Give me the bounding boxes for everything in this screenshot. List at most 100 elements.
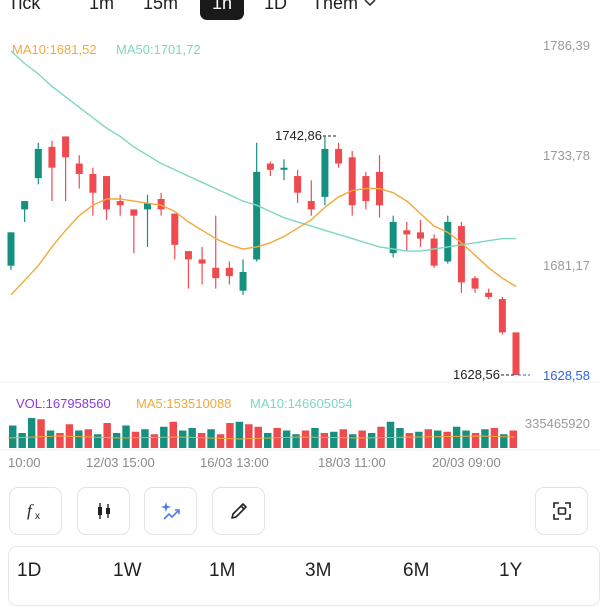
volume-bar [509,430,517,448]
price-tick-mid: 1733,78 [543,148,590,163]
volume-bar [188,428,196,448]
volume-bar [490,428,499,448]
chevron-down-icon [364,0,376,7]
range-6m[interactable]: 6M [403,560,430,581]
candle-body [321,148,329,197]
range-1d[interactable]: 1D [17,560,42,581]
volume-bar [27,418,36,448]
low-price-label: 1628,56 [453,367,500,382]
time-tick-4: 18/03 11:00 [318,455,386,470]
ma50-line [10,50,516,252]
candle-body [512,332,520,375]
svg-text:x: x [35,511,40,522]
volume-bar [197,433,206,448]
volume-bar [94,434,102,448]
candle-body [89,173,97,193]
price-tick-low: 1681,17 [543,258,590,273]
volume-bar [103,423,111,448]
candle-body [103,176,111,210]
tab-tick[interactable]: Tick [8,0,41,13]
candle-body [307,201,315,210]
candle-body [485,292,493,297]
volume-bar [9,425,17,448]
volume-bar [452,426,461,448]
price-tick-top: 1786,39 [543,38,590,53]
volume-bar [443,431,451,448]
range-1y[interactable]: 1Y [499,560,523,581]
candlestick-series [7,136,520,375]
time-tick-1: 10:00 [8,455,41,470]
fullscreen-button[interactable] [535,487,588,535]
more-timeframes-dropdown[interactable]: Thêm [312,0,376,20]
volume-bar [500,434,508,448]
candle-body [7,232,15,266]
high-price-label: 1742,86 [275,128,322,143]
candle-body [389,221,397,254]
volume-bar-series [9,418,517,448]
volume-ma-line [7,435,516,440]
svg-text:f: f [27,501,34,520]
volume-bar [254,426,262,448]
range-1w[interactable]: 1W [113,560,142,581]
indicator-button[interactable]: f x [9,487,62,535]
tab-1m[interactable]: 1m [89,0,115,13]
volume-bar [471,433,480,448]
candle-body [457,226,465,283]
current-price-tag: 1628,58 [543,368,590,383]
volume-bar [301,430,310,448]
volume-bar [481,429,489,448]
range-3m[interactable]: 3M [305,560,332,581]
volume-bar [339,429,347,448]
time-tick-2: 12/03 15:00 [86,455,155,470]
volume-bar [330,431,338,448]
volume-bar [415,431,423,448]
candle-body [130,209,138,216]
candle-body [498,299,506,333]
volume-bar [367,433,376,448]
volume-bar [207,429,215,448]
volume-bar [84,429,92,448]
tab-1h[interactable]: 1h [200,0,244,20]
candle-body [280,167,288,170]
candle-body [239,271,247,291]
candle-body [416,232,424,239]
candle-body [335,148,343,164]
candle-body [184,251,192,260]
volume-ma10-label: MA10:146605054 [250,396,353,411]
range-1m[interactable]: 1M [209,560,236,581]
volume-bar [235,421,244,448]
volume-bar [216,434,225,448]
volume-bar [141,429,149,448]
ma50-indicator-label: MA50:1701,72 [116,42,201,57]
price-chart[interactable]: MA10:1681,52 MA50:1701,72 1786,39 1733,7… [0,0,600,480]
candle-body [348,157,356,206]
drawing-tool-button[interactable] [212,487,265,535]
chart-gridlines [0,381,600,451]
volume-bar [405,433,414,448]
candle-body [403,230,411,235]
volume-bar [56,433,64,448]
low-price-annotation: 1628,56 [453,367,530,382]
time-range-selector: 1D 1W 1M 3M 6M 1Y [8,546,600,606]
time-tick-3: 16/03 13:00 [200,455,269,470]
volume-bar [434,430,442,448]
more-timeframes-label: Thêm [312,0,359,13]
volume-bar [112,433,121,448]
volume-bar [122,425,130,448]
chart-type-button[interactable] [77,487,130,535]
ai-analysis-button[interactable] [144,487,197,535]
volume-bar [396,428,404,448]
tab-1d[interactable]: 1D [264,0,288,13]
pencil-icon [230,503,247,519]
volume-indicator-label: VOL:167958560 [16,396,111,411]
volume-ma5-label: MA5:153510088 [136,396,231,411]
time-tick-5: 20/03 09:00 [432,455,501,470]
volume-bar [282,430,291,448]
volume-bar [18,433,26,448]
candle-body [157,198,165,210]
tab-15m[interactable]: 15m [143,0,179,13]
volume-bar [320,433,329,448]
candle-body [171,213,179,245]
candle-body [430,238,438,266]
candle-body [34,148,42,179]
